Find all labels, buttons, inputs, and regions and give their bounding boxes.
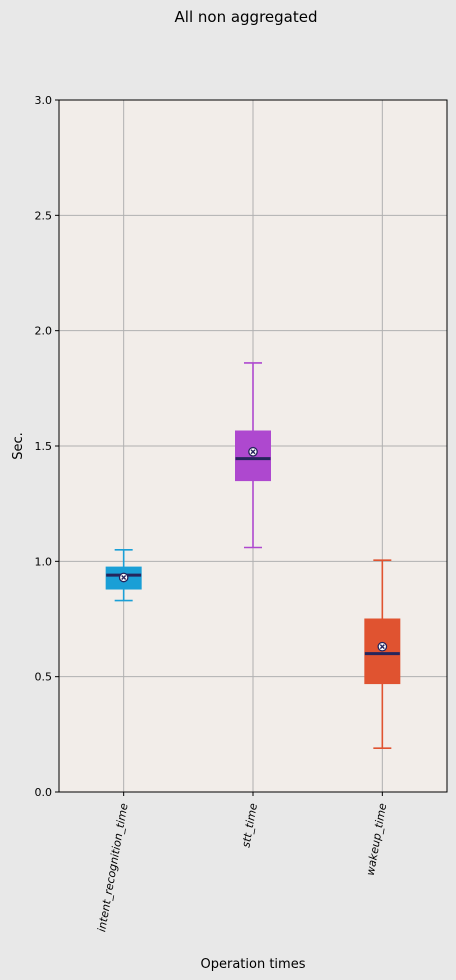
mean-cross xyxy=(379,644,385,650)
chart-title: All non aggregated xyxy=(175,8,318,26)
y-tick-label: 0.5 xyxy=(35,671,53,684)
y-tick-label: 1.0 xyxy=(35,555,53,568)
x-axis-label: Operation times xyxy=(201,957,306,972)
x-tick-label: stt_time xyxy=(239,802,260,849)
y-tick-label: 0.0 xyxy=(35,786,53,799)
box-intent_recognition_time xyxy=(105,548,142,602)
x-tick-label: intent_recognition_time xyxy=(95,802,130,933)
mean-cross xyxy=(250,449,256,455)
box-stt_time xyxy=(235,362,271,549)
y-tick-label: 3.0 xyxy=(35,94,53,107)
y-axis-label: Sec. xyxy=(11,432,26,460)
y-tick-label: 1.5 xyxy=(35,440,53,453)
y-tick-label: 2.5 xyxy=(35,209,53,222)
box-wakeup_time xyxy=(364,559,401,749)
x-tick-label: wakeup_time xyxy=(364,802,390,877)
y-tick-label: 2.0 xyxy=(35,325,53,338)
mean-cross xyxy=(121,574,127,580)
